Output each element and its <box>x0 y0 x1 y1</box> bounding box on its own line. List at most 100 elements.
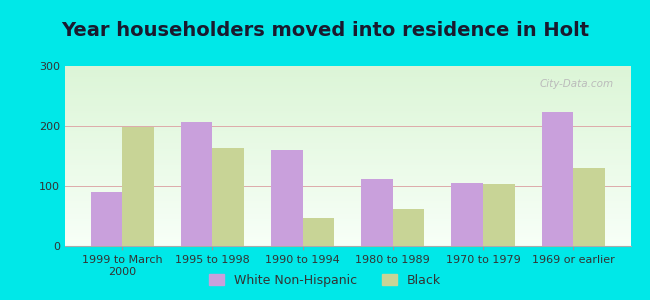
Bar <box>181 122 213 246</box>
Bar <box>65 169 630 170</box>
Bar <box>541 112 573 246</box>
Bar <box>452 183 483 246</box>
Bar <box>65 88 630 89</box>
Bar <box>65 84 630 86</box>
Bar <box>65 80 630 82</box>
Bar <box>65 142 630 143</box>
Bar <box>65 235 630 237</box>
Bar <box>65 226 630 228</box>
Bar <box>65 107 630 109</box>
Bar <box>65 152 630 154</box>
Bar <box>65 73 630 75</box>
Bar <box>65 70 630 71</box>
Bar <box>65 244 630 246</box>
Bar <box>65 106 630 107</box>
Text: Year householders moved into residence in Holt: Year householders moved into residence i… <box>61 21 589 40</box>
Bar <box>65 241 630 242</box>
Bar <box>65 158 630 160</box>
Bar <box>65 89 630 91</box>
Bar <box>65 79 630 80</box>
Bar <box>65 143 630 145</box>
Bar <box>65 91 630 93</box>
Bar <box>122 127 154 246</box>
Bar <box>65 179 630 181</box>
Bar <box>65 197 630 199</box>
Bar <box>65 194 630 196</box>
Bar <box>65 214 630 215</box>
Bar <box>65 237 630 239</box>
Bar <box>65 219 630 221</box>
Bar <box>65 115 630 116</box>
Bar <box>65 212 630 214</box>
Bar <box>65 160 630 161</box>
Bar <box>65 228 630 230</box>
Bar <box>65 109 630 111</box>
Bar <box>65 163 630 165</box>
Bar <box>65 221 630 223</box>
Bar <box>65 172 630 174</box>
Bar <box>303 218 334 246</box>
Bar <box>65 124 630 125</box>
Legend: White Non-Hispanic, Black: White Non-Hispanic, Black <box>205 270 445 291</box>
Bar <box>65 233 630 235</box>
Bar <box>65 66 630 68</box>
Bar <box>65 190 630 192</box>
Bar <box>65 217 630 219</box>
Bar <box>65 176 630 178</box>
Bar <box>65 154 630 156</box>
Bar <box>65 161 630 163</box>
Bar <box>65 210 630 212</box>
Bar <box>65 242 630 244</box>
Bar <box>65 185 630 187</box>
Bar <box>65 206 630 208</box>
Bar <box>65 77 630 79</box>
Bar <box>65 199 630 201</box>
Bar <box>65 127 630 129</box>
Bar <box>65 122 630 124</box>
Bar <box>65 181 630 183</box>
Bar <box>65 104 630 106</box>
Bar <box>65 98 630 100</box>
Bar <box>65 149 630 151</box>
Bar <box>65 156 630 158</box>
Bar <box>65 68 630 70</box>
Bar <box>393 209 424 246</box>
Bar <box>91 192 122 246</box>
Bar <box>65 215 630 217</box>
Bar <box>65 230 630 232</box>
Bar <box>65 133 630 134</box>
Bar <box>65 125 630 127</box>
Bar <box>65 93 630 95</box>
Bar <box>65 188 630 190</box>
Bar <box>65 138 630 140</box>
Bar <box>65 208 630 210</box>
Bar <box>65 136 630 138</box>
Bar <box>65 120 630 122</box>
Bar <box>65 129 630 131</box>
Bar <box>65 223 630 224</box>
Bar <box>65 113 630 115</box>
Bar <box>65 170 630 172</box>
Bar <box>65 145 630 147</box>
Bar <box>65 134 630 136</box>
Bar <box>65 174 630 176</box>
Bar <box>65 147 630 149</box>
Bar <box>65 205 630 206</box>
Bar <box>65 178 630 179</box>
Bar <box>65 183 630 185</box>
Bar <box>65 140 630 142</box>
Bar <box>213 148 244 246</box>
Bar <box>65 75 630 77</box>
Bar <box>65 86 630 88</box>
Bar <box>65 232 630 233</box>
Bar <box>271 150 303 246</box>
Bar <box>65 196 630 197</box>
Bar <box>65 203 630 205</box>
Bar <box>65 187 630 188</box>
Bar <box>65 111 630 113</box>
Bar <box>65 151 630 152</box>
Bar <box>65 192 630 194</box>
Bar <box>483 184 515 246</box>
Bar <box>65 97 630 98</box>
Bar <box>573 168 604 246</box>
